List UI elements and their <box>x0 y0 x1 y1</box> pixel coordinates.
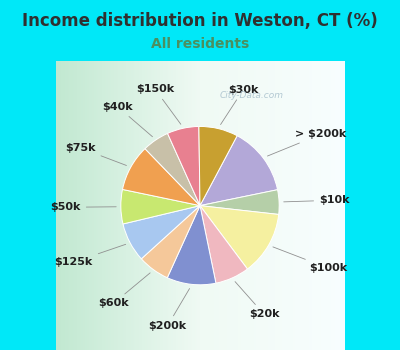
Wedge shape <box>200 190 279 215</box>
Text: $10k: $10k <box>284 195 350 205</box>
Wedge shape <box>200 206 279 269</box>
Wedge shape <box>145 133 200 206</box>
Wedge shape <box>168 126 200 206</box>
Text: $50k: $50k <box>50 202 116 212</box>
Text: All residents: All residents <box>151 37 249 51</box>
Wedge shape <box>123 206 200 259</box>
Wedge shape <box>199 126 237 206</box>
Wedge shape <box>200 206 248 283</box>
Text: $20k: $20k <box>235 282 279 319</box>
Text: $200k: $200k <box>148 288 190 331</box>
Wedge shape <box>121 189 200 224</box>
Text: Income distribution in Weston, CT (%): Income distribution in Weston, CT (%) <box>22 12 378 30</box>
Text: $30k: $30k <box>220 85 258 125</box>
Wedge shape <box>141 206 200 278</box>
Text: $60k: $60k <box>98 273 150 308</box>
Text: > $200k: > $200k <box>268 129 347 156</box>
Wedge shape <box>200 136 278 206</box>
Text: $75k: $75k <box>65 143 126 166</box>
Text: $100k: $100k <box>273 247 347 273</box>
Text: $40k: $40k <box>102 102 152 137</box>
Wedge shape <box>122 149 200 206</box>
Wedge shape <box>167 206 216 285</box>
Text: $150k: $150k <box>136 84 181 124</box>
Text: $125k: $125k <box>55 244 126 267</box>
Text: City-Data.com: City-Data.com <box>220 91 284 100</box>
